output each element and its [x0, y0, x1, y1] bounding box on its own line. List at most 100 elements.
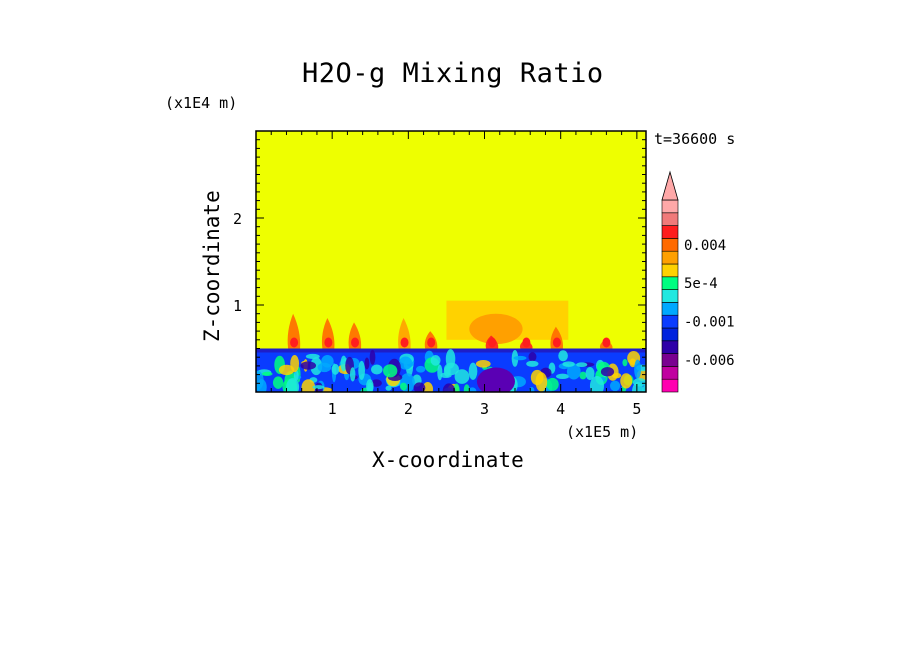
mixing-patch — [400, 382, 408, 391]
anvil-core — [469, 313, 523, 345]
mixing-patch — [513, 355, 527, 361]
mixing-patch — [415, 365, 426, 373]
mixing-patch — [437, 364, 443, 381]
mixing-patch — [546, 377, 559, 391]
plot-area — [256, 131, 646, 392]
mixing-patch — [454, 369, 470, 384]
mixing-patch — [442, 383, 456, 392]
colorbar: -0.006 -0.001 5e-4 0.004 — [661, 170, 735, 393]
x-tick-label: 3 — [480, 400, 489, 418]
y-tick-label: 1 — [233, 297, 242, 315]
mixing-patch — [576, 362, 588, 368]
colorbar-swatch — [661, 263, 679, 278]
plume-core — [290, 337, 299, 348]
colorbar-extend-arrow — [661, 170, 679, 201]
mixing-patch — [413, 382, 426, 392]
plume-core — [351, 337, 360, 348]
colorbar-swatch — [661, 353, 679, 367]
mixing-patch — [321, 355, 334, 368]
colorbar-swatch — [661, 340, 679, 354]
colorbar-swatch — [661, 302, 679, 316]
mixing-patch — [290, 354, 300, 373]
mixing-patch — [256, 370, 264, 391]
mixing-patch — [261, 371, 273, 376]
y-scale-label: (x1E4 m) — [165, 94, 238, 112]
colorbar-swatch — [661, 225, 679, 239]
colorbar-swatch — [661, 327, 679, 342]
colorbar-swatch — [661, 199, 679, 214]
mixing-patch — [349, 367, 356, 382]
mixing-patch — [468, 387, 477, 392]
mixing-patch — [600, 366, 615, 377]
colorbar-label: 0.004 — [684, 238, 726, 254]
colorbar-swatch — [661, 378, 679, 393]
colorbar-label: -0.006 — [684, 353, 735, 369]
axis-ticks: 1 2 3 4 5 1 2 — [233, 131, 646, 418]
mixing-patch — [293, 370, 299, 381]
x-axis-title: X-coordinate — [372, 448, 524, 472]
mixing-patch — [579, 371, 587, 380]
mixing-patch — [366, 379, 374, 392]
mixing-patch — [535, 372, 548, 392]
mixing-patch — [611, 372, 622, 379]
mixing-patch — [620, 373, 633, 389]
x-scale-label: (x1E5 m) — [566, 423, 639, 441]
mixing-patch — [566, 363, 581, 380]
mixing-patch — [463, 384, 470, 392]
mixing-patch — [371, 364, 383, 375]
mixing-patch — [556, 373, 570, 379]
mixing-patch — [358, 360, 366, 380]
colorbar-swatch — [661, 276, 679, 290]
x-tick-label: 4 — [556, 400, 565, 418]
mixing-patch — [310, 357, 323, 376]
colorbar-label: 5e-4 — [684, 276, 718, 292]
mixing-patch — [383, 364, 398, 378]
mixing-patch — [468, 362, 478, 380]
plume-core — [427, 337, 436, 348]
colorbar-swatch — [661, 212, 679, 226]
plume-core — [522, 337, 531, 348]
plume-core — [488, 337, 497, 348]
x-tick-label: 1 — [328, 400, 337, 418]
mixing-patch — [562, 361, 575, 367]
x-tick-label: 5 — [632, 400, 641, 418]
mixing-patch — [364, 357, 370, 370]
mixing-patch — [422, 382, 434, 392]
mixing-patch — [300, 361, 317, 370]
mixing-patch — [634, 359, 642, 379]
mixing-patch — [278, 364, 295, 376]
mixing-patch — [609, 380, 621, 392]
mixing-patch — [629, 358, 637, 368]
mixing-patch — [301, 379, 316, 392]
mixing-patch — [430, 355, 441, 366]
mixing-patch — [622, 358, 628, 367]
colorbar-swatch — [661, 366, 679, 380]
colorbar-swatch — [661, 250, 679, 265]
mixing-patch — [305, 353, 320, 360]
plume-core — [602, 337, 611, 348]
time-label: t=36600 s — [654, 130, 736, 148]
mixing-patch — [286, 378, 300, 392]
mixing-patch — [558, 350, 568, 362]
mixing-patch — [371, 379, 382, 387]
mixing-patch — [585, 367, 595, 381]
colorbar-swatch — [661, 238, 679, 252]
mixing-patch — [331, 363, 340, 375]
mixing-patch — [632, 378, 646, 387]
plume-core — [552, 337, 561, 348]
mixing-patch — [369, 349, 376, 365]
mixing-patch — [340, 355, 347, 372]
mixing-patch — [272, 376, 284, 389]
mixing-patch — [312, 385, 325, 390]
mixing-patch — [475, 359, 491, 368]
mixing-patch — [589, 375, 605, 392]
colorbar-swatch — [661, 289, 679, 303]
y-tick-label: 2 — [233, 210, 242, 228]
mixing-patch — [528, 352, 537, 362]
colorbar-swatch — [661, 314, 679, 329]
mixing-patch — [385, 385, 392, 391]
mixing-patch — [526, 360, 539, 367]
mixing-patch — [398, 356, 413, 370]
